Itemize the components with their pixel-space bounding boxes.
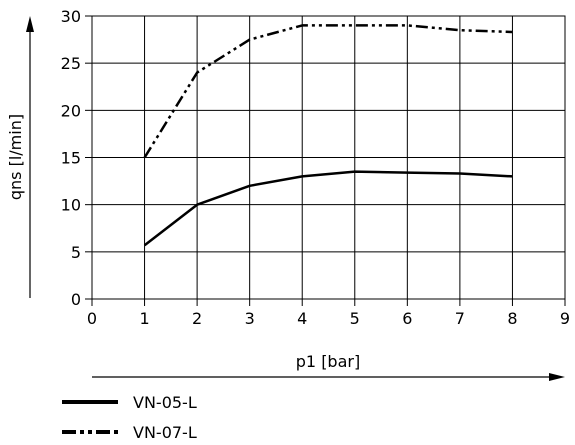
x-tick-label: 4: [297, 309, 307, 328]
x-tick-labels: 0 1 2 3 4 5 6 7 8 9: [87, 309, 570, 328]
legend: VN-05-L VN-07-L: [62, 393, 197, 442]
x-tick-label: 7: [455, 309, 465, 328]
x-tick-label: 8: [507, 309, 517, 328]
x-tick-label: 2: [192, 309, 202, 328]
y-tick-label: 10: [61, 196, 81, 215]
series-lines: [143, 24, 513, 247]
x-axis-label: p1 [bar]: [296, 352, 360, 371]
y-axis-arrow-head: [26, 16, 34, 32]
y-tick-label: 15: [61, 149, 81, 168]
x-tick-label: 9: [560, 309, 570, 328]
y-tick-label: 20: [61, 101, 81, 120]
grid-lines: [85, 15, 566, 306]
legend-label: VN-07-L: [133, 423, 197, 442]
y-tick-label: 0: [71, 290, 81, 309]
legend-label: VN-05-L: [133, 393, 197, 412]
x-tick-label: 1: [139, 309, 149, 328]
y-tick-label: 25: [61, 54, 81, 73]
series-line-vn-07-l: [143, 24, 513, 159]
series-line-vn-05-l: [143, 170, 513, 247]
y-tick-labels: 0 5 10 15 20 25 30: [61, 7, 81, 309]
y-tick-label: 5: [71, 243, 81, 262]
y-axis-label: qns [l/min]: [6, 114, 25, 200]
x-tick-label: 6: [402, 309, 412, 328]
x-axis-arrow-head: [549, 373, 565, 381]
y-tick-label: 30: [61, 7, 81, 26]
x-tick-label: 5: [350, 309, 360, 328]
x-tick-label: 0: [87, 309, 97, 328]
x-tick-label: 3: [245, 309, 255, 328]
